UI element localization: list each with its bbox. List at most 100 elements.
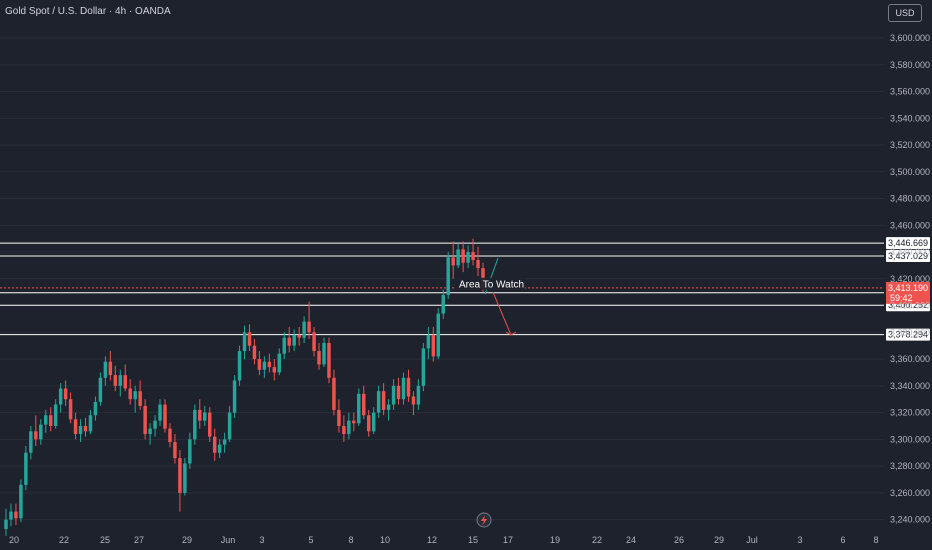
candle-body xyxy=(277,353,282,373)
currency-button[interactable]: USD xyxy=(888,4,922,22)
y-tick-label: 3,340.000 xyxy=(890,381,930,391)
candle-body xyxy=(471,252,475,261)
candle-body xyxy=(252,345,257,360)
y-tick-label: 3,560.000 xyxy=(890,87,930,97)
price-axis[interactable]: 3,240.000 3,260.000 3,280.000 3,300.000 3,32… xyxy=(890,33,930,525)
candle-body xyxy=(173,442,177,459)
candle-body xyxy=(357,393,361,424)
candle-body xyxy=(83,425,88,432)
candle-body xyxy=(411,396,416,405)
candle-body xyxy=(58,388,63,405)
candle-body xyxy=(227,412,232,440)
x-tick-label: 22 xyxy=(592,535,602,545)
x-tick-label: 17 xyxy=(503,535,513,545)
candle-body xyxy=(406,377,411,397)
candle-body xyxy=(272,367,277,373)
grid xyxy=(0,37,884,521)
x-tick-label: 6 xyxy=(840,535,845,545)
candle-body xyxy=(53,404,58,426)
candle-body xyxy=(292,334,296,346)
x-tick-label: 19 xyxy=(550,535,560,545)
y-tick-label: 3,480.000 xyxy=(890,194,930,204)
y-tick-label: 3,380.000 xyxy=(890,327,930,337)
candle-body xyxy=(188,439,192,464)
candle-body xyxy=(302,321,306,338)
candle-body xyxy=(376,391,381,413)
y-tick-label: 3,240.000 xyxy=(890,515,930,525)
candle-body xyxy=(128,388,132,400)
candle-body xyxy=(98,377,103,402)
y-tick-label: 3,360.000 xyxy=(890,354,930,364)
candle-body xyxy=(461,249,465,263)
candle-body xyxy=(24,452,28,485)
candle-body xyxy=(138,391,142,406)
current-price-box xyxy=(886,281,930,304)
candle-body xyxy=(68,399,73,420)
x-tick-label: 27 xyxy=(134,535,144,545)
level-label-bg xyxy=(886,237,930,250)
candle-body xyxy=(317,351,321,365)
y-tick-label: 3,460.000 xyxy=(890,220,930,230)
candle-body xyxy=(426,334,431,349)
y-tick-label: 3,600.000 xyxy=(890,33,930,43)
candle-body xyxy=(237,351,242,381)
annotation-label: Area To Watch xyxy=(459,280,524,291)
candle-body xyxy=(148,428,152,434)
y-tick-label: 3,320.000 xyxy=(890,408,930,418)
candle-body xyxy=(88,415,93,432)
y-tick-label: 3,540.000 xyxy=(890,113,930,123)
candle-body xyxy=(103,361,108,378)
candle-body xyxy=(391,385,396,405)
candle-body xyxy=(401,377,406,400)
candle-body xyxy=(307,321,311,333)
level-label-bg xyxy=(886,250,930,263)
y-tick-label: 3,420.000 xyxy=(890,274,930,284)
candle-body xyxy=(113,375,118,386)
candle-body xyxy=(257,359,262,370)
x-tick-label: 24 xyxy=(626,535,636,545)
x-tick-label: 29 xyxy=(182,535,192,545)
horizontal-levels[interactable]: 3,446.6693,437.0293,409.5843,400.2523,37… xyxy=(0,237,930,341)
candle-body xyxy=(118,375,123,386)
x-tick-label: Jul xyxy=(746,535,758,545)
candle-body xyxy=(217,444,222,453)
candle-body xyxy=(212,436,217,453)
candle-body xyxy=(347,420,351,434)
candle-body xyxy=(451,257,455,266)
candle-body xyxy=(337,409,341,426)
symbol-title: Gold Spot / U.S. Dollar · 4h · OANDA xyxy=(5,6,171,17)
candle-body xyxy=(446,257,450,295)
candle-body xyxy=(183,463,187,493)
candle-body xyxy=(232,380,237,413)
x-tick-label: 5 xyxy=(308,535,313,545)
annotation-bg xyxy=(455,277,525,290)
candle-body xyxy=(431,334,436,357)
candle-body xyxy=(322,343,326,365)
candle-body xyxy=(9,511,13,520)
x-tick-label: 26 xyxy=(674,535,684,545)
x-tick-label: 3 xyxy=(259,535,264,545)
candle-body xyxy=(332,377,336,410)
area-to-watch-annotation[interactable]: Area To Watch xyxy=(455,277,525,291)
candle-body xyxy=(287,337,291,346)
lightning-icon[interactable] xyxy=(476,512,492,528)
candle-body xyxy=(44,415,48,425)
candle-body xyxy=(133,391,137,400)
candle-body xyxy=(48,415,53,426)
time-axis[interactable]: 20 22 25 27 29 Jun 3 5 8 10 12 15 17 19 22 24 26 29 Jul 3 6 8 xyxy=(9,535,879,545)
y-tick-label: 3,280.000 xyxy=(890,461,930,471)
candle-body xyxy=(29,431,33,453)
candle-body xyxy=(178,458,182,493)
candle-body xyxy=(203,412,207,421)
candle-body xyxy=(39,424,43,440)
y-tick-label: 3,520.000 xyxy=(890,140,930,150)
candle-body xyxy=(108,361,113,376)
candle-body xyxy=(262,361,267,370)
candle-body xyxy=(168,428,172,443)
candle-body xyxy=(247,332,252,346)
candle-body xyxy=(123,375,127,389)
candle-body xyxy=(371,412,376,432)
x-tick-label: 8 xyxy=(348,535,353,545)
